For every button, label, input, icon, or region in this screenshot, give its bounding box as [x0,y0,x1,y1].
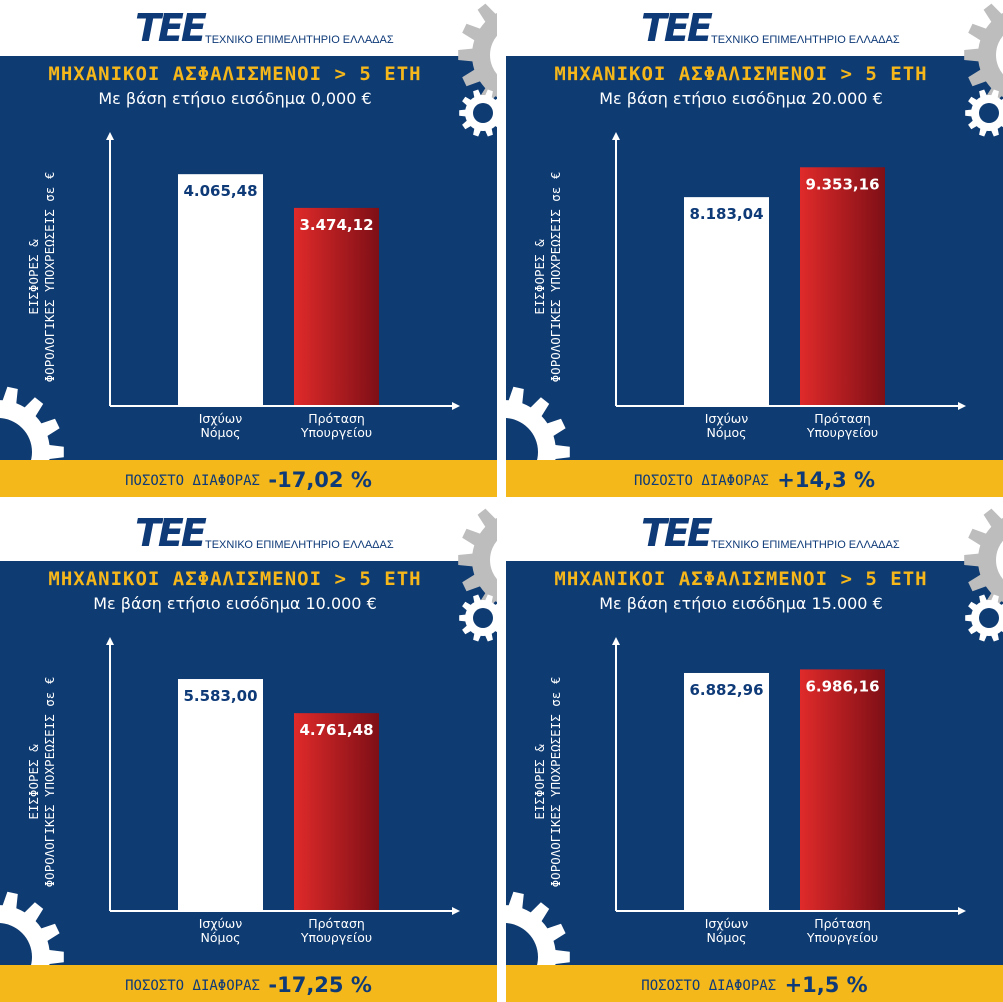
bar-value-label: 4.065,48 [183,182,257,200]
bar-current-law [684,672,769,910]
chart-title: ΜΗΧΑΝΙΚΟΙ ΑΣΦΑΛΙΣΜΕΝΟΙ > 5 ΕΤΗ [48,63,422,85]
x-axis-arrow [958,402,966,410]
bar-current-law [178,174,263,405]
bar-chart: 4.065,48 Ισχύων Νόμος 3.474,12 Πρόταση Υπουργ… [106,132,460,440]
chart-title: ΜΗΧΑΝΙΚΟΙ ΑΣΦΑΛΙΣΜΕΝΟΙ > 5 ΕΤΗ [554,63,928,85]
difference-value: +1,5 % [784,973,868,997]
chart-subtitle: Με βάση ετήσιο εισόδημα 15.000 € [599,594,883,613]
panel-header: TEE ΤΕΧΝΙΚΟ ΕΠΙΜΕΛΗΤΗΡΙΟ ΕΛΛΑΔΑΣ [0,0,497,56]
difference-footer: ΠΟΣΟΣΤΟ ΔΙΑΦΟΡΑΣ +14,3 % [506,460,1003,497]
x-tick-label: Πρόταση Υπουργείου [300,411,372,440]
bar-ministry-proposal [800,669,885,910]
chart-panel: TEE ΤΕΧΝΙΚΟ ΕΠΙΜΕΛΗΤΗΡΙΟ ΕΛΛΑΔΑΣ ΜΗΧΑΝΙΚΟΙ… [0,505,497,1002]
x-axis-arrow [452,907,460,915]
gear-icon [458,3,497,107]
tee-logo: TEE [641,6,713,50]
bar-value-label: 8.183,04 [689,205,763,223]
difference-footer: ΠΟΣΟΣΤΟ ΔΙΑΦΟΡΑΣ +1,5 % [506,965,1003,1002]
chart-panel: TEE ΤΕΧΝΙΚΟ ΕΠΙΜΕΛΗΤΗΡΙΟ ΕΛΛΑΔΑΣ ΜΗΧΑΝΙΚΟΙ… [0,0,497,497]
tee-logo-text: ΤΕΧΝΙΚΟ ΕΠΙΜΕΛΗΤΗΡΙΟ ΕΛΛΑΔΑΣ [711,34,900,46]
chart-subtitle: Με βάση ετήσιο εισόδημα 10.000 € [93,594,377,613]
gear-icon-top-right-small [459,594,497,642]
x-tick-label: Πρόταση Υπουργείου [300,916,372,945]
bar-value-label: 3.474,12 [299,216,373,234]
gear-icon [458,508,497,612]
bar-current-law [684,197,769,405]
x-tick-label: Πρόταση Υπουργείου [806,411,878,440]
x-tick-label: Ισχύων Νόμος [705,411,749,440]
chart-panel: TEE ΤΕΧΝΙΚΟ ΕΠΙΜΕΛΗΤΗΡΙΟ ΕΛΛΑΔΑΣ ΜΗΧΑΝΙΚΟΙ… [506,505,1003,1002]
gear-icon [964,3,1003,107]
x-axis-arrow [452,402,460,410]
chart-subtitle: Με βάση ετήσιο εισόδημα 20.000 € [599,89,883,108]
gear-icon-top-right [964,3,1003,107]
difference-label: ΠΟΣΟΣΤΟ ΔΙΑΦΟΡΑΣ [641,978,777,994]
tee-logo-text: ΤΕΧΝΙΚΟ ΕΠΙΜΕΛΗΤΗΡΙΟ ΕΛΛΑΔΑΣ [711,539,900,551]
chart-panel: TEE ΤΕΧΝΙΚΟ ΕΠΙΜΕΛΗΤΗΡΙΟ ΕΛΛΑΔΑΣ ΜΗΧΑΝΙΚΟΙ… [506,0,1003,497]
bar-value-label: 4.761,48 [299,721,373,739]
difference-value: -17,02 % [268,468,372,492]
bar-value-label: 6.882,96 [689,681,763,699]
x-tick-label: Πρόταση Υπουργείου [806,916,878,945]
bar-ministry-proposal [294,713,379,910]
difference-value: +14,3 % [777,468,876,492]
panel-header: TEE ΤΕΧΝΙΚΟ ΕΠΙΜΕΛΗΤΗΡΙΟ ΕΛΛΑΔΑΣ [506,505,1003,561]
difference-text: ΠΟΣΟΣΤΟ ΔΙΑΦΟΡΑΣ +1,5 % [506,973,1003,997]
gear-icon-top-right-small [965,594,1003,642]
x-axis-arrow [958,907,966,915]
difference-footer: ΠΟΣΟΣΤΟ ΔΙΑΦΟΡΑΣ -17,02 % [0,460,497,497]
chart-title: ΜΗΧΑΝΙΚΟΙ ΑΣΦΑΛΙΣΜΕΝΟΙ > 5 ΕΤΗ [554,568,928,590]
bar-chart: 6.882,96 Ισχύων Νόμος 6.986,16 Πρόταση Υπουργ… [612,637,966,945]
difference-text: ΠΟΣΟΣΤΟ ΔΙΑΦΟΡΑΣ -17,02 % [0,468,497,492]
x-tick-label: Ισχύων Νόμος [199,411,243,440]
difference-footer: ΠΟΣΟΣΤΟ ΔΙΑΦΟΡΑΣ -17,25 % [0,965,497,1002]
bar-value-label: 5.583,00 [183,687,257,705]
bar-value-label: 6.986,16 [805,677,879,695]
difference-label: ΠΟΣΟΣΤΟ ΔΙΑΦΟΡΑΣ [633,473,769,489]
y-axis-arrow [106,132,114,140]
y-axis-arrow [612,132,620,140]
gear-icon-top-right [458,508,497,612]
tee-logo: TEE [135,6,207,50]
bar-ministry-proposal [800,167,885,405]
panel-header: TEE ΤΕΧΝΙΚΟ ΕΠΙΜΕΛΗΤΗΡΙΟ ΕΛΛΑΔΑΣ [506,0,1003,56]
difference-value: -17,25 % [268,973,372,997]
bar-chart: 8.183,04 Ισχύων Νόμος 9.353,16 Πρόταση Υπουργ… [612,132,966,440]
difference-text: ΠΟΣΟΣΤΟ ΔΙΑΦΟΡΑΣ +14,3 % [506,468,1003,492]
bar-value-label: 9.353,16 [805,175,879,193]
gear-icon-top-right-small [965,89,1003,137]
chart-subtitle: Με βάση ετήσιο εισόδημα 0,000 € [98,89,372,108]
x-tick-label: Ισχύων Νόμος [705,916,749,945]
difference-label: ΠΟΣΟΣΤΟ ΔΙΑΦΟΡΑΣ [125,978,260,994]
tee-logo: TEE [135,511,207,555]
chart-title: ΜΗΧΑΝΙΚΟΙ ΑΣΦΑΛΙΣΜΕΝΟΙ > 5 ΕΤΗ [48,568,422,590]
gear-icon-top-right-small [459,89,497,137]
gear-icon [964,508,1003,612]
tee-logo: TEE [641,511,713,555]
bar-chart: 5.583,00 Ισχύων Νόμος 4.761,48 Πρόταση Υπουργ… [106,637,460,945]
gear-icon-top-right [458,3,497,107]
y-axis-arrow [106,637,114,645]
x-tick-label: Ισχύων Νόμος [199,916,243,945]
difference-text: ΠΟΣΟΣΤΟ ΔΙΑΦΟΡΑΣ -17,25 % [0,973,497,997]
bar-ministry-proposal [294,207,379,405]
gear-icon-top-right [964,508,1003,612]
tee-logo-text: ΤΕΧΝΙΚΟ ΕΠΙΜΕΛΗΤΗΡΙΟ ΕΛΛΑΔΑΣ [205,34,394,46]
y-axis-arrow [612,637,620,645]
panel-header: TEE ΤΕΧΝΙΚΟ ΕΠΙΜΕΛΗΤΗΡΙΟ ΕΛΛΑΔΑΣ [0,505,497,561]
tee-logo-text: ΤΕΧΝΙΚΟ ΕΠΙΜΕΛΗΤΗΡΙΟ ΕΛΛΑΔΑΣ [205,539,394,551]
difference-label: ΠΟΣΟΣΤΟ ΔΙΑΦΟΡΑΣ [125,473,260,489]
bar-current-law [178,679,263,910]
